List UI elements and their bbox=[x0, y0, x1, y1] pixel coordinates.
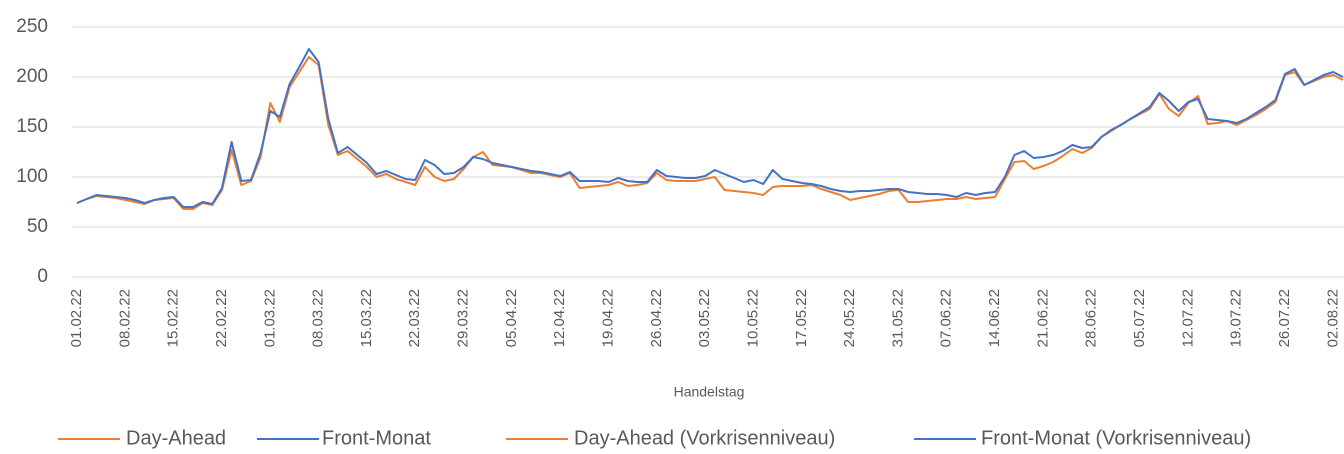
y-tick-label: 150 bbox=[16, 116, 48, 137]
x-tick-label: 19.04.22 bbox=[599, 289, 616, 347]
x-tick-label: 22.02.22 bbox=[213, 289, 230, 347]
x-tick-label: 26.04.22 bbox=[648, 289, 665, 347]
series-line bbox=[76, 48, 1344, 208]
x-tick-label: 12.04.22 bbox=[551, 289, 568, 347]
x-tick-label: 08.02.22 bbox=[116, 289, 133, 347]
x-tick-label: 01.03.22 bbox=[261, 289, 278, 347]
x-tick-label: 21.06.22 bbox=[1034, 289, 1051, 347]
x-tick-label: 05.04.22 bbox=[503, 289, 520, 347]
x-tick-label: 29.03.22 bbox=[455, 289, 472, 347]
x-tick-label: 31.05.22 bbox=[889, 289, 906, 347]
legend-label: Day-Ahead (Vorkrisenniveau) bbox=[574, 427, 835, 449]
legend-label: Front-Monat (Vorkrisenniveau) bbox=[981, 427, 1251, 449]
x-tick-label: 12.07.22 bbox=[1179, 289, 1196, 347]
legend-label: Day-Ahead bbox=[126, 427, 226, 449]
x-tick-label: 26.07.22 bbox=[1276, 289, 1293, 347]
x-tick-label: 19.07.22 bbox=[1228, 289, 1245, 347]
x-tick-label: 28.06.22 bbox=[1083, 289, 1100, 347]
x-tick-label: 10.05.22 bbox=[744, 289, 761, 347]
y-tick-label: 100 bbox=[16, 166, 48, 187]
x-tick-label: 08.03.22 bbox=[310, 289, 327, 347]
legend-label: Front-Monat bbox=[322, 427, 431, 449]
y-tick-label: 0 bbox=[37, 266, 48, 287]
x-tick-label: 24.05.22 bbox=[841, 289, 858, 347]
x-tick-label: 03.05.22 bbox=[696, 289, 713, 347]
x-tick-label: 15.02.22 bbox=[165, 289, 182, 347]
x-tick-label: 05.07.22 bbox=[1131, 289, 1148, 347]
x-tick-label: 02.08.22 bbox=[1324, 289, 1341, 347]
x-tick-label: 15.03.22 bbox=[358, 289, 375, 347]
x-tick-label: 22.03.22 bbox=[406, 289, 423, 347]
series-line bbox=[76, 56, 1344, 210]
x-tick-label: 07.06.22 bbox=[938, 289, 955, 347]
x-axis-title: Handelstag bbox=[674, 384, 745, 400]
x-tick-label: 01.02.22 bbox=[68, 289, 85, 347]
y-tick-label: 250 bbox=[16, 16, 48, 37]
y-tick-label: 50 bbox=[27, 216, 48, 237]
y-tick-label: 200 bbox=[16, 66, 48, 87]
x-tick-label: 14.06.22 bbox=[986, 289, 1003, 347]
x-tick-label: 17.05.22 bbox=[793, 289, 810, 347]
